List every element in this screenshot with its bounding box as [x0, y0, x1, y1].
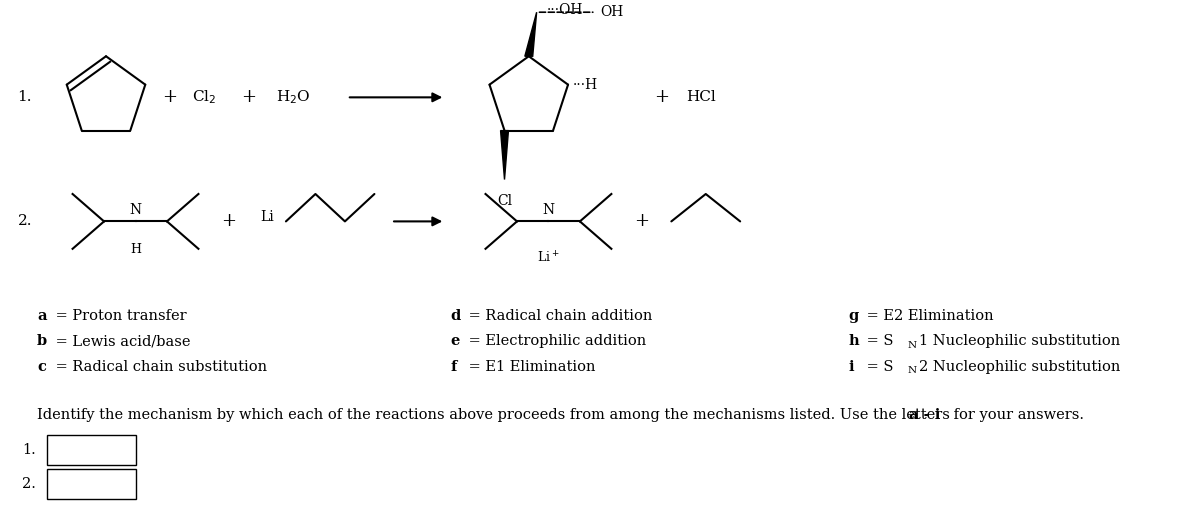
Text: +: +: [635, 212, 649, 230]
Text: 1 Nucleophilic substitution: 1 Nucleophilic substitution: [919, 334, 1121, 348]
Bar: [47, 469, 136, 499]
Text: HCl: HCl: [686, 90, 715, 104]
Bar: [47, 435, 136, 464]
Text: d: d: [450, 309, 461, 322]
Text: 2.: 2.: [23, 478, 36, 491]
Text: Cl: Cl: [497, 194, 512, 208]
Text: H: H: [130, 243, 142, 256]
Text: N: N: [130, 202, 142, 216]
Text: 1.: 1.: [18, 90, 32, 104]
Text: H$_2$O: H$_2$O: [276, 89, 310, 106]
Text: +: +: [241, 88, 256, 106]
Text: 1.: 1.: [23, 443, 36, 457]
Text: b: b: [37, 334, 47, 348]
Text: OH: OH: [600, 5, 624, 19]
Text: Cl$_2$: Cl$_2$: [192, 89, 216, 106]
Text: ···OH: ···OH: [546, 3, 583, 17]
Text: c: c: [37, 359, 46, 374]
Text: 2.: 2.: [18, 214, 32, 228]
Text: +: +: [222, 212, 236, 230]
Text: i: i: [848, 359, 854, 374]
Text: = Radical chain addition: = Radical chain addition: [464, 309, 653, 322]
Text: = S: = S: [862, 334, 894, 348]
Text: h: h: [848, 334, 859, 348]
Text: = S: = S: [862, 359, 894, 374]
Text: a: a: [37, 309, 47, 322]
Text: g: g: [848, 309, 858, 322]
Text: Li: Li: [260, 209, 274, 224]
Text: 2 Nucleophilic substitution: 2 Nucleophilic substitution: [919, 359, 1121, 374]
Text: N: N: [907, 366, 917, 375]
Text: = E2 Elimination: = E2 Elimination: [862, 309, 994, 322]
Text: = E1 Elimination: = E1 Elimination: [464, 359, 595, 374]
Polygon shape: [524, 12, 536, 56]
Text: N: N: [907, 341, 917, 349]
Text: for your answers.: for your answers.: [948, 408, 1084, 422]
Text: ···H: ···H: [572, 78, 598, 92]
Text: Li$^+$: Li$^+$: [538, 251, 559, 266]
Text: N: N: [542, 202, 554, 216]
Text: Identify the mechanism by which each of the reactions above proceeds from among : Identify the mechanism by which each of …: [37, 408, 955, 422]
Text: a - i: a - i: [910, 408, 941, 422]
Text: = Proton transfer: = Proton transfer: [50, 309, 186, 322]
Text: = Electrophilic addition: = Electrophilic addition: [464, 334, 646, 348]
Text: = Radical chain substitution: = Radical chain substitution: [50, 359, 268, 374]
Text: f: f: [450, 359, 456, 374]
Text: +: +: [162, 88, 178, 106]
Text: +: +: [654, 88, 670, 106]
Polygon shape: [500, 131, 509, 179]
Text: = Lewis acid/base: = Lewis acid/base: [50, 334, 191, 348]
Text: e: e: [450, 334, 460, 348]
